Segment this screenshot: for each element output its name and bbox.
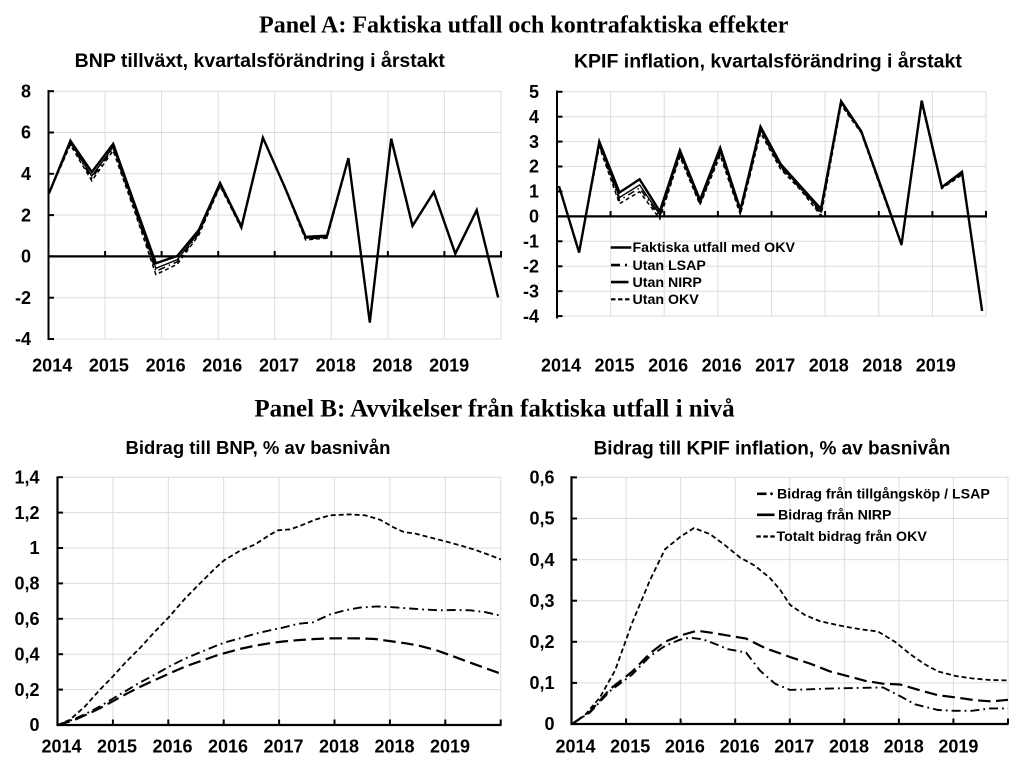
- svg-text:Bidrag från tillgångsköp / LSA: Bidrag från tillgångsköp / LSAP: [777, 487, 990, 503]
- svg-text:2017: 2017: [774, 737, 814, 757]
- svg-text:0,8: 0,8: [14, 574, 39, 594]
- svg-text:0,2: 0,2: [529, 632, 554, 652]
- svg-text:2016: 2016: [648, 356, 688, 376]
- svg-text:2017: 2017: [263, 737, 303, 757]
- svg-text:2018: 2018: [809, 356, 849, 376]
- svg-text:0,4: 0,4: [529, 550, 554, 570]
- svg-text:2016: 2016: [202, 356, 242, 376]
- svg-text:Utan OKV: Utan OKV: [633, 292, 700, 308]
- svg-text:1: 1: [529, 182, 539, 202]
- svg-text:2014: 2014: [555, 737, 595, 757]
- svg-text:2018: 2018: [862, 356, 902, 376]
- svg-text:2014: 2014: [32, 356, 72, 376]
- svg-text:Bidrag till KPIF inflation, %: Bidrag till KPIF inflation, % av basnivå…: [594, 438, 951, 459]
- svg-text:BNP tillväxt, kvartalsförändri: BNP tillväxt, kvartalsförändring i årsta…: [75, 49, 446, 72]
- svg-text:0,5: 0,5: [529, 509, 554, 529]
- svg-text:2017: 2017: [259, 356, 299, 376]
- svg-text:0,6: 0,6: [529, 468, 554, 488]
- svg-text:3: 3: [529, 132, 539, 152]
- svg-text:2: 2: [21, 205, 31, 225]
- svg-text:2018: 2018: [884, 737, 924, 757]
- svg-text:-4: -4: [15, 329, 31, 349]
- svg-text:8: 8: [21, 81, 31, 101]
- svg-text:0: 0: [544, 714, 554, 734]
- svg-text:0,4: 0,4: [14, 644, 39, 664]
- svg-text:2018: 2018: [372, 356, 412, 376]
- svg-text:2019: 2019: [938, 737, 978, 757]
- svg-text:2018: 2018: [374, 737, 414, 757]
- svg-text:2016: 2016: [665, 737, 705, 757]
- svg-text:-3: -3: [523, 281, 539, 301]
- svg-text:2016: 2016: [146, 356, 186, 376]
- svg-text:4: 4: [21, 164, 31, 184]
- svg-text:Bidrag från NIRP: Bidrag från NIRP: [778, 508, 892, 524]
- svg-text:0: 0: [21, 247, 31, 267]
- svg-text:2016: 2016: [702, 356, 742, 376]
- svg-text:2015: 2015: [594, 356, 634, 376]
- svg-text:0,6: 0,6: [14, 609, 39, 629]
- svg-text:2016: 2016: [208, 737, 248, 757]
- svg-text:Panel A: Faktiska utfall och k: Panel A: Faktiska utfall och kontrafakti…: [259, 13, 789, 39]
- svg-text:2019: 2019: [430, 737, 470, 757]
- svg-text:1,2: 1,2: [14, 503, 39, 523]
- svg-text:-2: -2: [523, 257, 539, 277]
- svg-text:Totalt bidrag från OKV: Totalt bidrag från OKV: [777, 529, 928, 545]
- svg-text:1: 1: [29, 538, 39, 558]
- svg-text:-2: -2: [15, 288, 31, 308]
- svg-text:2014: 2014: [41, 737, 81, 757]
- svg-text:2015: 2015: [610, 737, 650, 757]
- svg-text:-1: -1: [523, 232, 539, 252]
- svg-text:2018: 2018: [316, 356, 356, 376]
- svg-text:2018: 2018: [319, 737, 359, 757]
- svg-text:Panel B: Avvikelser från fakti: Panel B: Avvikelser från faktiska utfall…: [254, 396, 735, 423]
- svg-text:2015: 2015: [89, 356, 129, 376]
- svg-text:-4: -4: [523, 306, 539, 326]
- svg-text:2019: 2019: [916, 356, 956, 376]
- svg-text:2015: 2015: [97, 737, 137, 757]
- svg-text:6: 6: [21, 123, 31, 143]
- svg-text:2019: 2019: [429, 356, 469, 376]
- svg-text:Utan NIRP: Utan NIRP: [633, 275, 702, 291]
- svg-text:0,2: 0,2: [14, 680, 39, 700]
- svg-text:Bidrag till BNP, % av basnivån: Bidrag till BNP, % av basnivån: [126, 437, 391, 458]
- svg-text:0,3: 0,3: [529, 591, 554, 611]
- svg-text:2016: 2016: [152, 737, 192, 757]
- svg-text:2017: 2017: [755, 356, 795, 376]
- svg-text:2016: 2016: [720, 737, 760, 757]
- svg-text:KPIF inflation, kvartalsföränd: KPIF inflation, kvartalsförändring i års…: [574, 50, 962, 73]
- svg-text:2: 2: [529, 157, 539, 177]
- svg-text:4: 4: [529, 107, 539, 127]
- svg-text:0: 0: [529, 207, 539, 227]
- svg-text:2018: 2018: [829, 737, 869, 757]
- svg-text:1,4: 1,4: [14, 467, 39, 487]
- svg-text:0,1: 0,1: [529, 673, 554, 693]
- svg-text:2014: 2014: [541, 356, 581, 376]
- svg-text:Faktiska utfall med OKV: Faktiska utfall med OKV: [633, 240, 796, 256]
- svg-text:5: 5: [529, 82, 539, 102]
- svg-text:Utan LSAP: Utan LSAP: [633, 258, 706, 274]
- svg-text:0: 0: [29, 715, 39, 735]
